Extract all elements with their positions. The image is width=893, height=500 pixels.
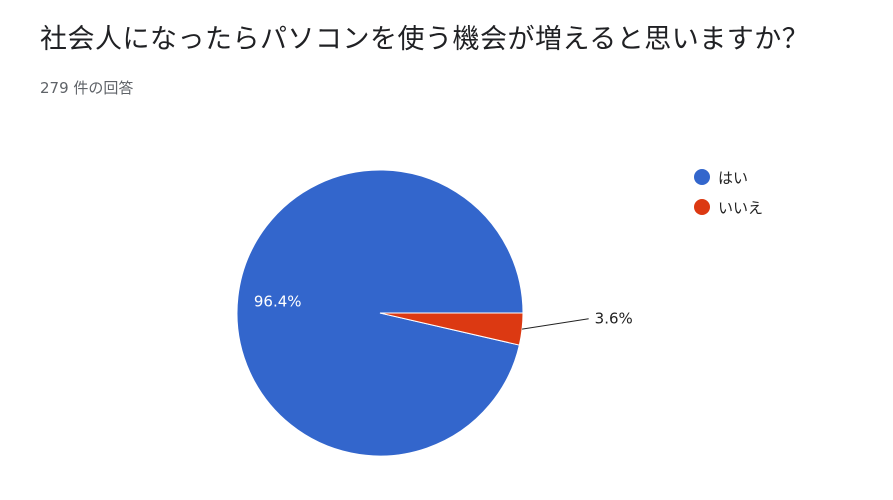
pie-slices xyxy=(236,169,524,457)
legend-item-yes[interactable]: はい xyxy=(694,166,763,188)
legend-swatch-yes xyxy=(694,169,710,185)
chart-legend: はい いいえ xyxy=(694,166,763,226)
legend-label-no: いいえ xyxy=(718,198,764,217)
legend-label-yes: はい xyxy=(718,168,749,187)
data-label-yes: 96.4% xyxy=(254,292,302,310)
leader-line-no xyxy=(522,318,589,330)
response-count: 279 件の回答 xyxy=(40,79,134,97)
legend-item-no[interactable]: いいえ xyxy=(694,196,763,218)
legend-swatch-no xyxy=(694,199,710,215)
question-title: 社会人になったらパソコンを使う機会が増えると思いますか？ xyxy=(40,24,810,55)
data-label-no: 3.6% xyxy=(595,310,633,328)
pie-data-labels: 96.4% 3.6% xyxy=(254,292,633,330)
pie-slice-no[interactable] xyxy=(379,312,524,346)
